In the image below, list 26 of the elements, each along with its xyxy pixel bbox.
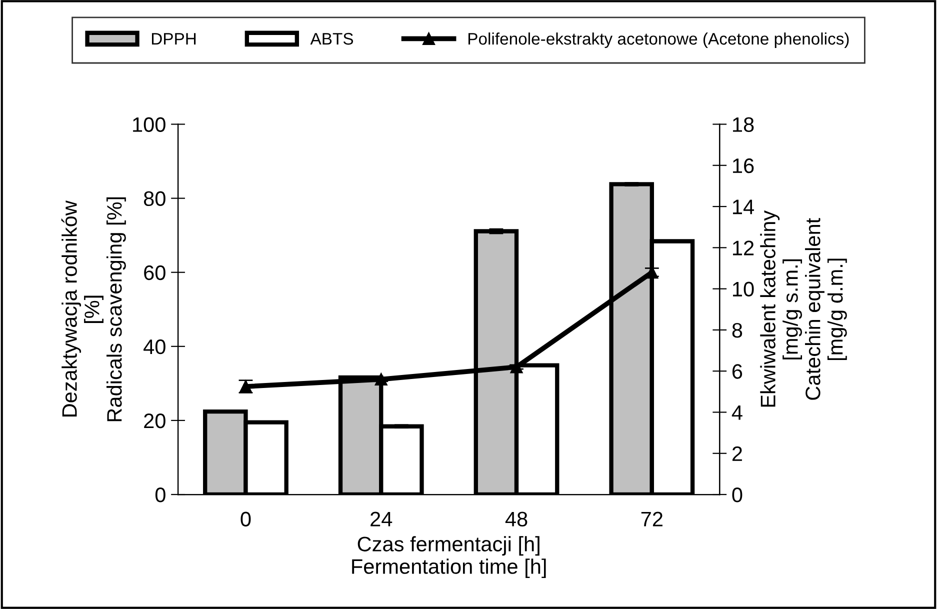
y2-tick-label: 4 — [732, 405, 742, 420]
y2-tick-label: 8 — [732, 322, 742, 338]
x-tick-label: 24 — [370, 512, 392, 526]
y2-tick-label: 12 — [733, 240, 754, 256]
y-tick-label: 40 — [144, 339, 166, 354]
y-tick-label: 100 — [133, 117, 166, 132]
y2-tick-label: 14 — [733, 200, 754, 214]
x-tick-label: 72 — [641, 512, 662, 526]
x-axis-title: Czas fermentacji [h] Fermentation time [h] — [352, 536, 546, 578]
x-tick-label: 48 — [505, 512, 528, 526]
legend-label: DPPH — [152, 33, 196, 45]
legend-label: Polifenole-ekstrakty acetonowe (Acetone phenolics) — [468, 32, 849, 48]
y2-tick-label: 16 — [733, 158, 754, 174]
y2-tick-label: 18 — [733, 117, 754, 132]
y2-tick-label: 6 — [732, 364, 742, 379]
legend-label: ABTS — [310, 32, 354, 45]
y-axis-title: Dezaktywacja rodników [%] Radicals scavenging [%] — [61, 197, 126, 422]
y2-axis-title: Ekwiwalent katechiny [mg/g s.m.] Catechin equivalent [mg/g d.m.] — [760, 210, 847, 407]
y2-tick-label: 0 — [732, 488, 742, 502]
y-tick-label: 20 — [144, 413, 166, 428]
x-tick-label: 0 — [240, 512, 251, 526]
y2-tick-label: 10 — [733, 282, 754, 297]
y-tick-label: 60 — [144, 265, 166, 280]
y2-tick-label: 2 — [732, 446, 742, 461]
y-tick-label: 80 — [144, 191, 166, 206]
y-tick-label: 0 — [155, 488, 166, 502]
